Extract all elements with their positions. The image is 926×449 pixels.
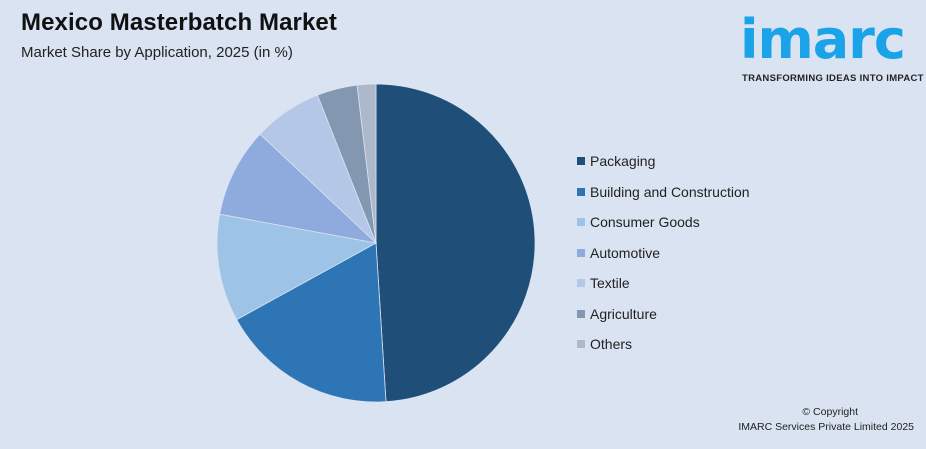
legend-swatch [577,218,585,227]
legend-label: Agriculture [590,305,657,322]
chart-subtitle: Market Share by Application, 2025 (in %) [21,44,293,61]
copyright-notice: © Copyright [802,406,858,418]
logo-tagline: TRANSFORMING IDEAS INTO IMPACT [742,73,924,84]
chart-title: Mexico Masterbatch Market [21,9,337,36]
legend-label: Textile [590,275,630,292]
legend-swatch [577,279,585,288]
pie-slice-automotive [219,133,378,244]
legend-label: Others [590,336,633,353]
pie-slice-consumer-goods [216,213,378,321]
legend-label: Automotive [590,244,661,261]
pie-slice-others [356,83,377,244]
legend-item-building-construction: Building and Construction [577,177,750,208]
legend-item-automotive: Automotive [577,238,750,269]
legend-swatch [577,157,585,166]
pie-chart [216,83,536,403]
legend-item-textile: Textile [577,268,750,299]
legend-swatch [577,248,585,257]
legend-item-agriculture: Agriculture [577,299,750,330]
legend-swatch [577,340,585,349]
company-credit: IMARC Services Private Limited 2025 [738,421,914,433]
legend-label: Consumer Goods [590,214,700,231]
legend-swatch [577,309,585,318]
legend-label: Packaging [590,153,656,170]
legend-label: Building and Construction [590,183,750,200]
legend-item-others: Others [577,329,750,360]
pie-slice-building-and-construction [236,242,387,403]
logo-wordmark: imarc [740,8,906,71]
legend-swatch [577,187,585,196]
imarc-logo: imarc TRANSFORMING IDEAS INTO IMPACT [738,6,923,86]
chart-legend: Packaging Building and Construction Cons… [577,146,750,360]
legend-item-packaging: Packaging [577,146,750,177]
pie-slice-packaging [375,83,536,403]
legend-item-consumer-goods: Consumer Goods [577,207,750,238]
